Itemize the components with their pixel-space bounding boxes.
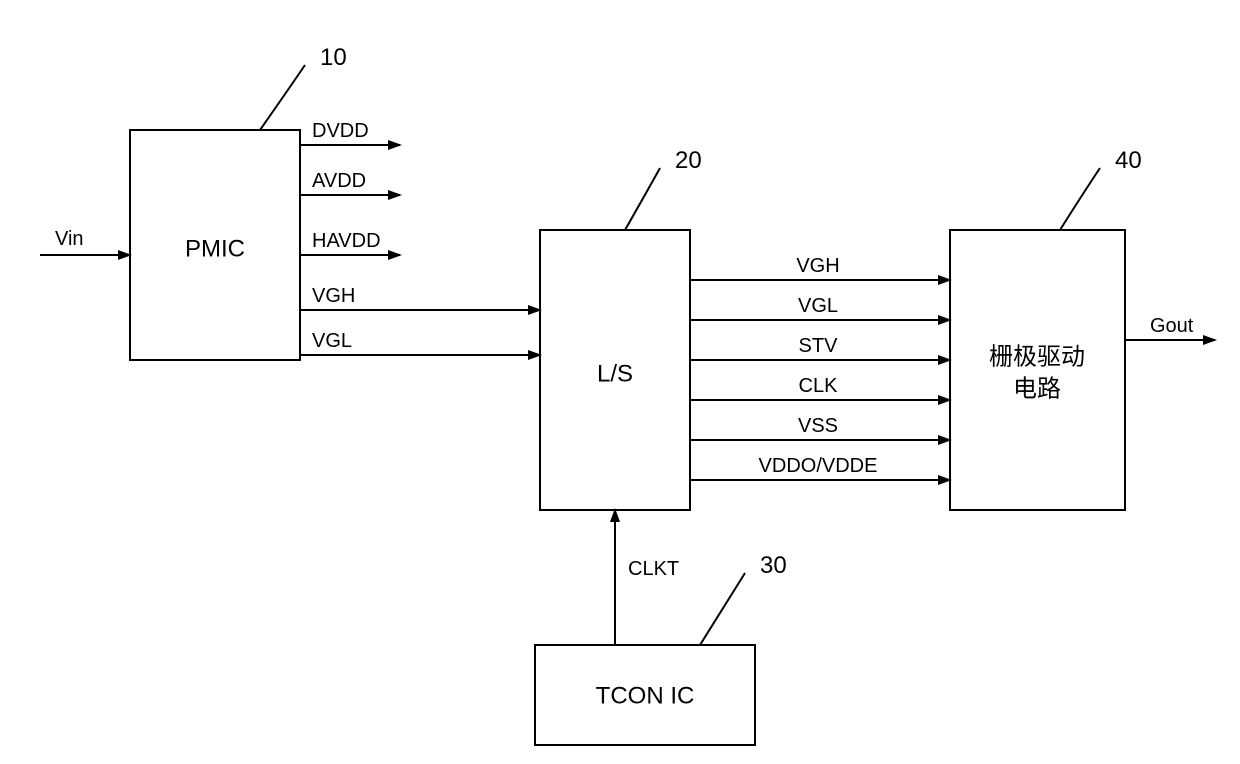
edge-label-Gout: Gout (1150, 315, 1194, 337)
gate-label-1: 栅极驱动 (989, 343, 1085, 370)
gate-leader (1060, 168, 1100, 230)
edge-label-VDDO/VDDE: VDDO/VDDE (759, 455, 878, 477)
edge-label-AVDD: AVDD (312, 170, 366, 192)
pmic-leader (260, 65, 305, 130)
ls-leader (625, 168, 660, 230)
edge-label-CLKT: CLKT (628, 558, 679, 580)
ls-label: L/S (597, 360, 633, 387)
block-diagram: PMIC 10 L/S 20 TCON IC 30 栅极驱动 电路 40 Vin… (0, 0, 1240, 764)
edge-label-STV: STV (799, 335, 839, 357)
pmic-block: PMIC 10 (130, 44, 347, 360)
edge-label-DVDD: DVDD (312, 120, 369, 142)
edge-label-VGL: VGL (312, 330, 352, 352)
tcon-leader (700, 573, 745, 645)
tcon-label: TCON IC (596, 682, 695, 709)
edge-label-CLK: CLK (799, 375, 839, 397)
gate-block: 栅极驱动 电路 40 (950, 147, 1142, 510)
tcon-block: TCON IC 30 (535, 552, 787, 745)
edge-label-VGH: VGH (312, 285, 355, 307)
edge-label-VSS: VSS (798, 415, 838, 437)
edge-label-VGH: VGH (796, 255, 839, 277)
ls-ref: 20 (675, 147, 702, 174)
gate-label-2: 电路 (1013, 375, 1061, 402)
edge-label-HAVDD: HAVDD (312, 230, 381, 252)
edge-label-VGL: VGL (798, 295, 838, 317)
tcon-ref: 30 (760, 552, 787, 579)
pmic-ref: 10 (320, 44, 347, 71)
ls-block: L/S 20 (540, 147, 702, 510)
gate-ref: 40 (1115, 147, 1142, 174)
edge-label-Vin: Vin (55, 228, 84, 250)
pmic-label: PMIC (185, 235, 245, 262)
